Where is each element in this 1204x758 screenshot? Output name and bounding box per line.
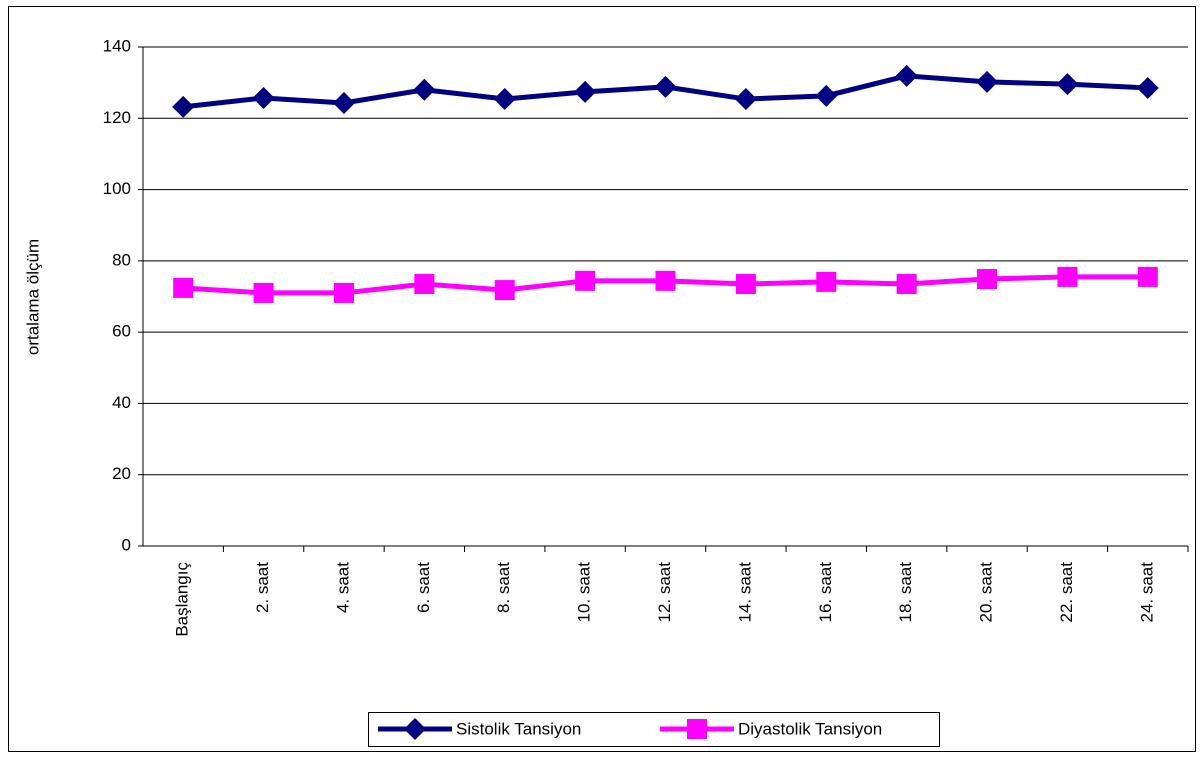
- x-tick-label: 24. saat: [1137, 562, 1156, 623]
- data-point: [413, 78, 436, 101]
- data-point: [655, 270, 676, 291]
- x-tick-label: 2. saat: [253, 562, 272, 613]
- legend-box: [368, 712, 940, 747]
- data-point: [493, 88, 516, 111]
- x-tick-label: 10. saat: [575, 562, 594, 623]
- y-tick-label: 100: [103, 179, 131, 198]
- data-point: [815, 84, 838, 107]
- y-tick-label: 80: [112, 250, 131, 269]
- data-point: [173, 277, 194, 298]
- x-tick-label: 18. saat: [896, 562, 915, 623]
- x-tick-label: 16. saat: [816, 562, 835, 623]
- data-point: [816, 271, 837, 292]
- x-tick-label: 12. saat: [655, 562, 674, 623]
- data-point: [654, 75, 677, 98]
- data-point: [895, 64, 918, 87]
- data-point: [1056, 73, 1079, 96]
- legend-label: Sistolik Tansiyon: [456, 719, 581, 738]
- x-tick-label: 14. saat: [735, 562, 754, 623]
- legend-label: Diyastolik Tansiyon: [738, 719, 882, 738]
- data-point: [1136, 76, 1159, 99]
- data-point: [575, 270, 596, 291]
- data-point: [1057, 266, 1078, 287]
- data-point: [494, 280, 515, 301]
- legend-marker: [404, 718, 426, 740]
- y-tick-label: 140: [103, 36, 131, 55]
- data-point: [977, 269, 998, 290]
- data-point: [574, 80, 597, 103]
- data-point: [172, 95, 195, 118]
- data-point: [414, 274, 435, 295]
- x-tick-label: 6. saat: [414, 562, 433, 613]
- y-tick-label: 20: [112, 464, 131, 483]
- data-point: [253, 282, 274, 303]
- y-tick-label: 120: [103, 108, 131, 127]
- data-point: [896, 274, 917, 295]
- x-tick-label: 8. saat: [494, 562, 513, 613]
- data-point: [333, 282, 354, 303]
- data-point: [976, 70, 999, 93]
- y-tick-label: 40: [112, 393, 131, 412]
- chart-frame: [8, 6, 1196, 752]
- x-tick-label: Başlangıç: [173, 562, 192, 637]
- data-point: [332, 91, 355, 114]
- data-point: [252, 86, 275, 109]
- y-axis-label: ortalama ölçüm: [23, 239, 42, 355]
- y-tick-label: 60: [112, 322, 131, 341]
- data-point: [734, 88, 757, 111]
- x-tick-label: 4. saat: [333, 562, 352, 613]
- x-tick-label: 20. saat: [977, 562, 996, 623]
- data-point: [1137, 266, 1158, 287]
- y-tick-label: 0: [122, 535, 131, 554]
- legend-marker: [687, 719, 707, 739]
- x-tick-label: 22. saat: [1057, 562, 1076, 623]
- data-point: [735, 274, 756, 295]
